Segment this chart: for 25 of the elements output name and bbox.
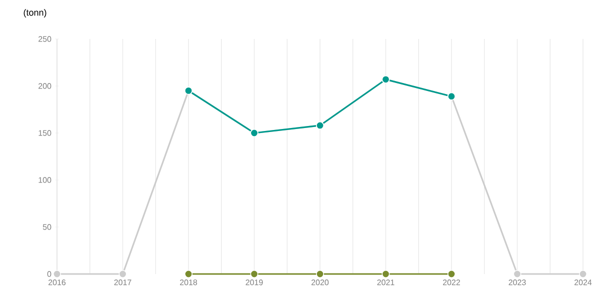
x-tick-label: 2021	[377, 280, 394, 286]
x-tick-label: 2019	[246, 280, 263, 286]
x-tick-label: 2017	[114, 280, 132, 286]
y-tick-label: 250	[38, 36, 52, 42]
point	[448, 270, 456, 278]
point	[184, 270, 192, 278]
x-tick-label: 2020	[312, 280, 329, 286]
point	[118, 270, 127, 278]
y-tick-label: 150	[38, 130, 52, 136]
x-tick-label: 2024	[574, 280, 592, 286]
point	[579, 270, 587, 278]
y-tick-label: 50	[42, 224, 52, 230]
point	[53, 270, 61, 278]
y-tick-label: 0	[47, 271, 52, 277]
point	[513, 270, 522, 278]
y-tick-label: 200	[38, 83, 52, 89]
x-tick-label: 2016	[48, 280, 66, 286]
y-axis-title: (tonn)	[24, 9, 46, 18]
x-tick-label: 2022	[443, 280, 460, 286]
x-tick-label: 2023	[508, 280, 526, 286]
x-tick-label: 2018	[180, 280, 198, 286]
point	[382, 270, 390, 278]
point	[316, 270, 324, 278]
point	[250, 270, 258, 278]
y-tick-label: 100	[38, 177, 52, 183]
